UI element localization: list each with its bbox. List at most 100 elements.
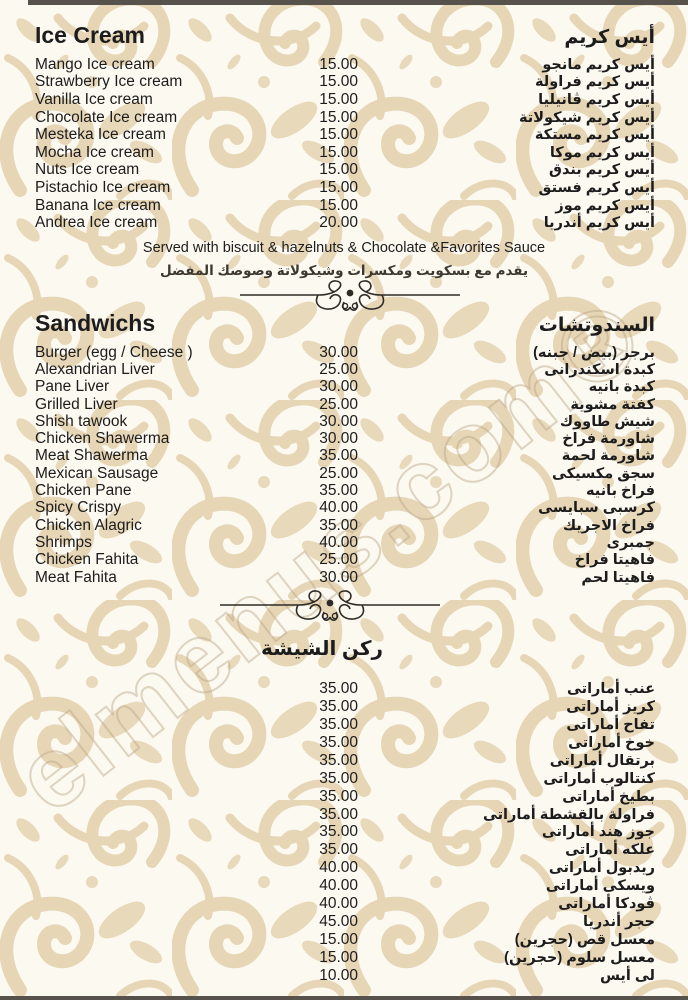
item-name-ar: جوز هند أماراتى	[541, 824, 655, 841]
item-name-ar: حجر أندريا	[583, 914, 655, 931]
menu-item-row: 35.00 جوز هند أماراتى	[0, 823, 688, 842]
item-name-en: Meat Fahita	[35, 568, 117, 586]
item-name-en: Chicken Alagric	[35, 516, 142, 534]
item-name-en: Banana Ice cream	[35, 196, 161, 214]
item-price: 15.00	[319, 161, 358, 179]
menu-item-row: 40.00 ويسكى أماراتى	[0, 877, 688, 895]
menu-item-row: 35.00 كريز أماراتى	[0, 698, 688, 716]
item-price: 35.00	[319, 733, 358, 751]
item-price: 15.00	[319, 108, 358, 126]
item-name-en: Alexandrian Liver	[35, 360, 155, 378]
item-price: 35.00	[319, 516, 358, 534]
sandwiches-title-en: Sandwichs	[35, 310, 156, 336]
item-price: 20.00	[319, 214, 358, 232]
item-price: 30.00	[319, 412, 358, 430]
shisha-items: 35.00 عنب أماراتى 35.00 كريز أماراتى 35.…	[0, 680, 688, 985]
item-name-ar: أيس كريم فراولة	[535, 74, 655, 91]
menu-item-row: 15.00 معسل سلوم (حجرين)	[0, 949, 688, 967]
item-name-en: Andrea Ice cream	[35, 214, 158, 232]
menu-item-row: Burger (egg / Cheese ) 30.00 برجر (بيض /…	[0, 344, 688, 361]
item-name-ar: برجر (بيض / جبنه)	[533, 344, 655, 361]
menu-item-row: Spicy Crispy 40.00 كرسبى سبايسى	[0, 499, 688, 517]
item-price: 45.00	[319, 913, 358, 931]
menu-item-row: 35.00 بطيخ أماراتى	[0, 788, 688, 806]
item-name-ar: تفاح أماراتى	[566, 716, 655, 733]
item-price: 35.00	[319, 482, 358, 500]
menu-item-row: Grilled Liver 25.00 كفتة مشوية	[0, 396, 688, 413]
item-price: 35.00	[319, 715, 358, 733]
item-price: 25.00	[319, 360, 358, 378]
menu-item-row: 35.00 فراولة بالقشطة أماراتى	[0, 806, 688, 824]
item-name-ar: ڤودكا أماراتى	[558, 896, 655, 913]
menu-item-row: 35.00 تفاح أماراتى	[0, 716, 688, 734]
item-name-en: Meat Shawerma	[35, 447, 148, 465]
item-name-en: Mango Ice cream	[35, 55, 155, 73]
item-price: 35.00	[319, 679, 358, 697]
item-name-ar: بطيخ أماراتى	[562, 788, 655, 805]
page-top-edge	[28, 0, 688, 5]
sandwiches-header: Sandwichs السندوتشات	[0, 310, 688, 337]
item-price: 15.00	[319, 143, 358, 161]
item-name-ar: علكه أماراتى	[565, 842, 655, 859]
item-price: 10.00	[319, 966, 358, 984]
item-price: 15.00	[319, 949, 358, 967]
item-name-en: Strawberry Ice cream	[35, 73, 183, 91]
sandwiches-items: Burger (egg / Cheese ) 30.00 برجر (بيض /…	[0, 344, 688, 586]
ice-cream-note-en: Served with biscuit & hazelnuts & Chocol…	[142, 240, 546, 256]
item-name-en: Chocolate Ice cream	[35, 108, 178, 126]
item-name-en: Mesteka Ice cream	[35, 126, 166, 144]
menu-item-row: 35.00 خوخ أماراتى	[0, 734, 688, 752]
menu-item-row: Pistachio Ice cream 15.00 أيس كريم فستق	[0, 179, 688, 197]
item-name-ar: معسل سلوم (حجرين)	[504, 950, 655, 967]
item-name-ar: أيس كريم موز	[555, 197, 655, 214]
item-name-en: Pane Liver	[35, 378, 110, 396]
item-price: 40.00	[319, 533, 358, 551]
item-price: 15.00	[319, 90, 358, 108]
item-price: 40.00	[319, 499, 358, 517]
menu-item-row: Vanilla Ice cream 15.00 أيس كريم ڤانيليا	[0, 91, 688, 109]
item-price: 35.00	[319, 697, 358, 715]
item-name-en: Nuts Ice cream	[35, 161, 140, 179]
item-name-ar: فراخ بانيه	[585, 483, 655, 500]
item-name-en: Mocha Ice cream	[35, 143, 154, 161]
item-name-ar: كفتة مشوية	[570, 396, 655, 413]
menu-item-row: Andrea Ice cream 20.00 أيس كريم أندريا	[0, 214, 688, 232]
page-bottom-edge	[0, 996, 688, 1000]
item-name-en: Chicken Fahita	[35, 551, 139, 569]
item-name-ar: شاورمة لحمة	[561, 448, 655, 465]
menu-item-row: 40.00 ڤودكا أماراتى	[0, 895, 688, 913]
menu-item-row: 35.00 كنتالوب أماراتى	[0, 770, 688, 788]
item-price: 30.00	[319, 430, 358, 448]
item-price: 30.00	[319, 568, 358, 586]
item-price: 35.00	[319, 823, 358, 841]
menu-item-row: Meat Shawerma 35.00 شاورمة لحمة	[0, 447, 688, 465]
item-price: 35.00	[319, 805, 358, 823]
item-price: 35.00	[319, 787, 358, 805]
item-name-ar: برتقال أماراتى	[549, 752, 655, 769]
section-ice-cream: Ice Cream أيس كريم Mango Ice cream 15.00…	[0, 22, 688, 232]
ice-cream-header: Ice Cream أيس كريم	[0, 22, 688, 49]
menu-item-row: 35.00 عنب أماراتى	[0, 680, 688, 698]
item-name-ar: فراخ الاجريك	[562, 517, 655, 534]
menu-item-row: Shish tawook 30.00 شيش طاووك	[0, 413, 688, 430]
menu-item-row: Banana Ice cream 15.00 أيس كريم موز	[0, 197, 688, 215]
item-name-en: Grilled Liver	[35, 395, 118, 413]
section-sandwiches: Sandwichs السندوتشات Burger (egg / Chees…	[0, 310, 688, 586]
menu-item-row: Mocha Ice cream 15.00 أيس كريم موكا	[0, 144, 688, 162]
item-price: 15.00	[319, 178, 358, 196]
menu-item-row: 45.00 حجر أندريا	[0, 913, 688, 931]
item-name-ar: أيس كريم ڤانيليا	[538, 91, 655, 108]
item-name-en: Shrimps	[35, 533, 92, 551]
item-name-ar: كبدة اسكندرانى	[544, 361, 655, 378]
item-name-en: Pistachio Ice cream	[35, 178, 171, 196]
menu-item-row: Chicken Alagric 35.00 فراخ الاجريك	[0, 517, 688, 534]
item-name-ar: أيس كريم مانجو	[542, 56, 655, 73]
menu-item-row: Chocolate Ice cream 15.00 أيس كريم شيكول…	[0, 109, 688, 127]
menu-item-row: 35.00 علكه أماراتى	[0, 841, 688, 859]
menu-item-row: Nuts Ice cream 15.00 أيس كريم بندق	[0, 161, 688, 180]
ice-cream-note-ar: يقدم مع بسكويت ومكسرات وشيكولاتة وصوصك ا…	[159, 263, 529, 278]
item-name-en: Spicy Crispy	[35, 499, 122, 517]
menu-item-row: Chicken Pane 35.00 فراخ بانيه	[0, 482, 688, 499]
